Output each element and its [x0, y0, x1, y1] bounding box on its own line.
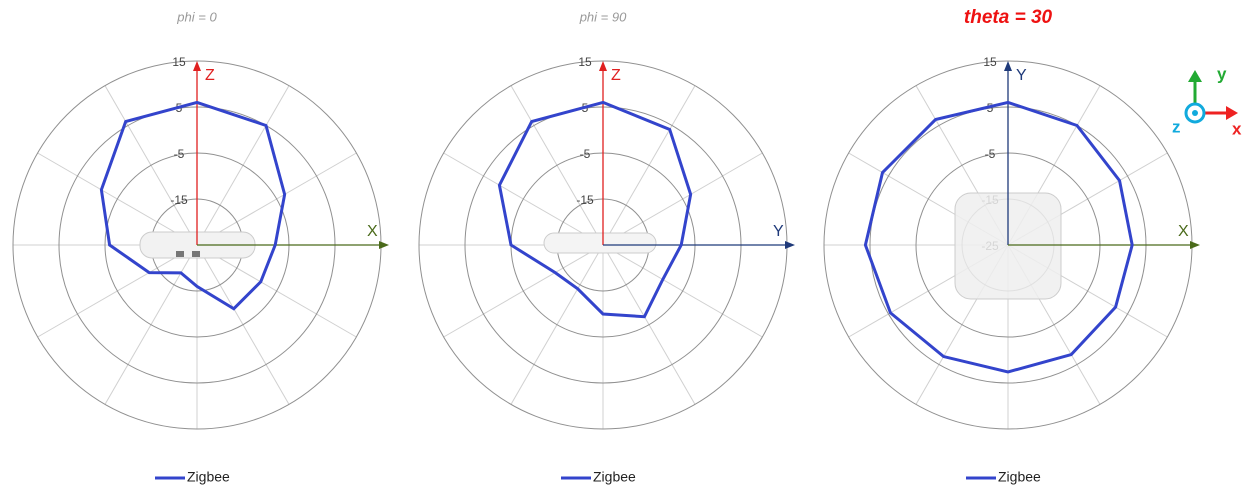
icon-z: z — [1172, 117, 1181, 136]
port — [192, 251, 200, 257]
r-tick-label: 15 — [172, 55, 186, 69]
legend-label: Zigbee — [998, 469, 1041, 485]
up-axis-label: Z — [205, 67, 215, 84]
right-axis-label: X — [1178, 223, 1189, 240]
chart-title: theta = 30 — [964, 7, 1053, 28]
r-tick-label: 5 — [987, 101, 994, 115]
icon-arrow — [1226, 106, 1238, 120]
device-side — [543, 232, 657, 254]
r-tick-label: 15 — [578, 55, 592, 69]
right-axis-label: X — [367, 223, 378, 240]
chart-title: phi = 90 — [579, 9, 627, 24]
r-tick-label: -15 — [170, 193, 188, 207]
r-tick-label: -5 — [580, 147, 591, 161]
series-line — [863, 100, 1134, 374]
series-line — [497, 100, 693, 319]
right-arrow — [785, 241, 795, 249]
up-axis-label: Y — [1016, 67, 1027, 84]
icon-arrow — [1188, 70, 1202, 82]
up-arrow — [599, 61, 607, 71]
icon-dot — [1192, 110, 1198, 116]
series-line — [99, 100, 287, 311]
up-arrow — [193, 61, 201, 71]
r-tick-label: -5 — [174, 147, 185, 161]
legend-label: Zigbee — [593, 469, 636, 485]
up-arrow — [1004, 61, 1012, 71]
icon-y: y — [1217, 64, 1227, 83]
right-axis-label: Y — [773, 223, 784, 240]
r-tick-label: 15 — [983, 55, 997, 69]
right-arrow — [379, 241, 389, 249]
orientation-icon: y x z — [1172, 64, 1242, 138]
legend-label: Zigbee — [187, 469, 230, 485]
r-tick-label: -5 — [985, 147, 996, 161]
icon-x: x — [1232, 119, 1242, 138]
right-arrow — [1190, 241, 1200, 249]
r-tick-label: -15 — [576, 193, 594, 207]
chart-title: phi = 0 — [176, 9, 217, 24]
port — [176, 251, 184, 257]
up-axis-label: Z — [611, 67, 621, 84]
